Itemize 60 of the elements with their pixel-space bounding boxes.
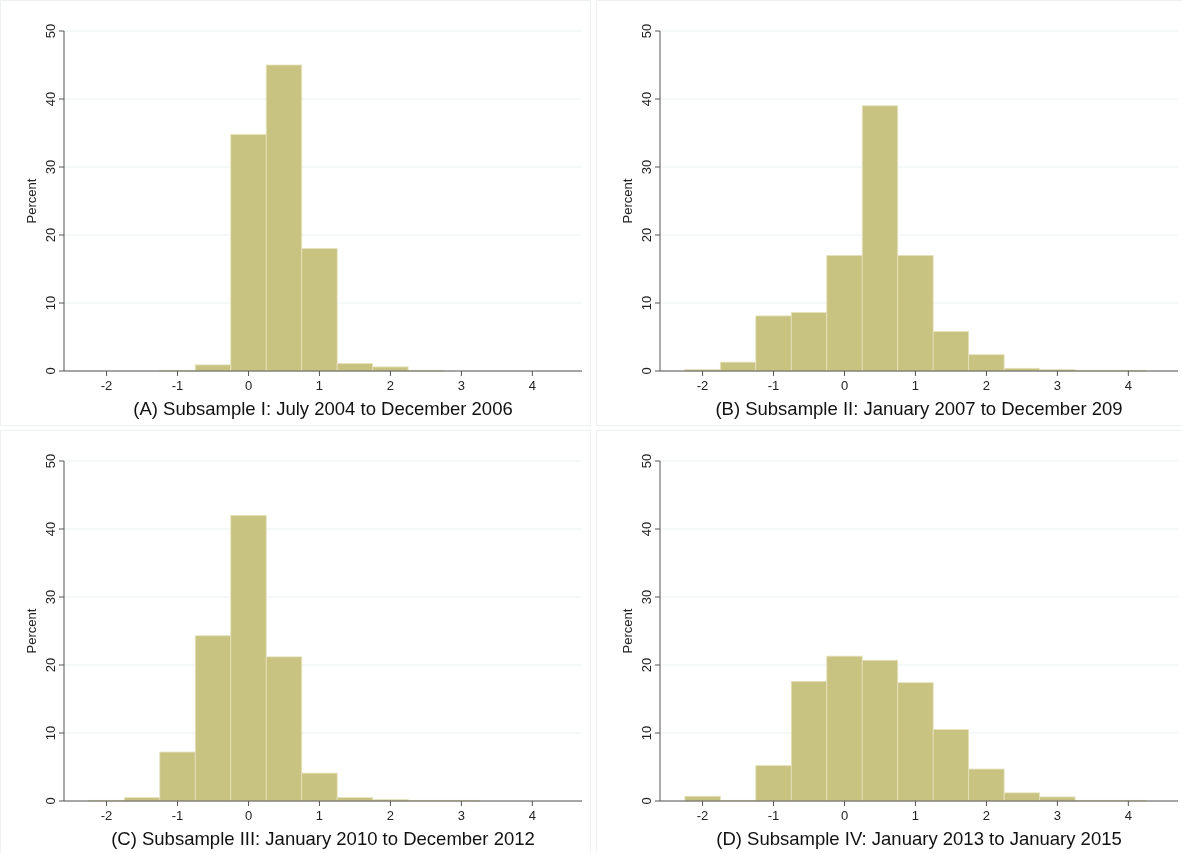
x-tick-label: 0 [244,378,253,393]
y-tick-label: 40 [43,521,58,537]
x-tick-label: 3 [1053,378,1061,393]
x-tick-label: 1 [315,808,324,823]
y-tick-label: 10 [639,725,654,741]
y-tick-label: 10 [639,295,654,311]
y-tick-label: 50 [43,453,58,469]
y-tick-label: 0 [43,367,58,375]
x-tick-label: 1 [911,808,920,823]
x-tick-label: 3 [457,378,465,393]
y-tick-label: 30 [43,159,58,175]
x-tick-label: 2 [982,808,991,823]
y-tick-label: 50 [639,453,654,469]
x-tick-label: 4 [528,378,536,393]
y-tick-label: 0 [639,367,654,375]
y-tick-label: 30 [43,589,58,605]
y-axis-title: Percent [620,178,635,224]
x-tick-label: 3 [1053,808,1061,823]
x-tick-label: -2 [696,378,709,393]
y-tick-label: 10 [43,295,58,311]
x-axis-title: (C) Subsample III: January 2010 to December 2012 [111,828,535,849]
y-tick-label: 40 [639,521,654,537]
x-tick-label: -2 [100,808,113,823]
x-tick-label: -1 [767,808,780,823]
x-axis-title: (D) Subsample IV: January 2013 to January 2015 [716,828,1122,849]
x-tick-label: -1 [171,378,184,393]
x-tick-label: -1 [767,378,780,393]
x-tick-label: 0 [840,378,849,393]
x-tick-label: 2 [982,378,991,393]
x-tick-label: 1 [911,378,920,393]
x-tick-label: 4 [528,808,536,823]
y-tick-label: 30 [639,159,654,175]
x-tick-label: 0 [840,808,849,823]
x-axis-title: (B) Subsample II: January 2007 to December 209 [715,398,1123,419]
x-tick-label: 1 [315,378,324,393]
x-tick-label: 4 [1124,808,1132,823]
y-axis-title: Percent [620,608,635,654]
x-axis-title: (A) Subsample I: July 2004 to December 2006 [133,398,513,419]
x-tick-label: 2 [386,808,395,823]
x-tick-label: 0 [244,808,253,823]
x-tick-label: -1 [171,808,184,823]
x-tick-label: 2 [386,378,395,393]
x-tick-label: 3 [457,808,465,823]
y-axis-title: Percent [24,608,39,654]
y-tick-label: 0 [639,797,654,805]
y-tick-label: 30 [639,589,654,605]
x-tick-label: -2 [100,378,113,393]
y-tick-label: 40 [639,91,654,107]
y-tick-label: 40 [43,91,58,107]
y-tick-label: 10 [43,725,58,741]
y-tick-label: 50 [639,23,654,39]
x-tick-label: -2 [696,808,709,823]
y-tick-label: 20 [43,227,58,243]
y-tick-label: 0 [43,797,58,805]
y-axis-title: Percent [24,178,39,224]
y-tick-label: 20 [43,657,58,673]
y-tick-label: 20 [639,657,654,673]
y-tick-label: 50 [43,23,58,39]
y-tick-label: 20 [639,227,654,243]
x-tick-label: 4 [1124,378,1132,393]
